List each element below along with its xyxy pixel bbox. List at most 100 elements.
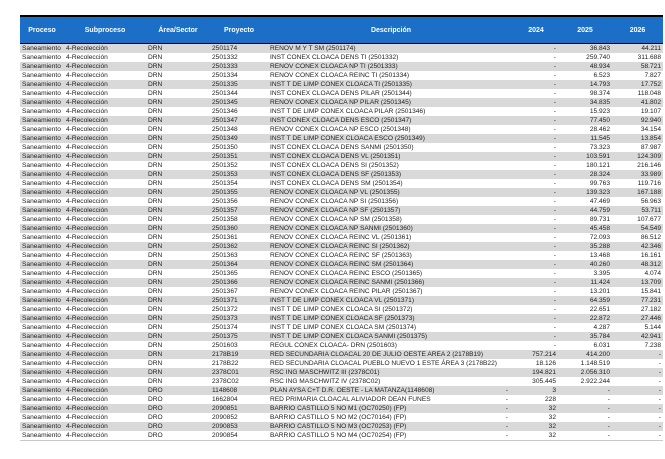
cell-proceso: Saneamiento (22, 261, 61, 268)
table-row: Saneamiento 4-Recolección DRO 2090853 BARRIO… (20, 422, 663, 431)
table-row: Saneamiento 4-Recolección DRN 2501333 RENOV … (20, 62, 663, 71)
cell-subproceso: 4-Recolección (66, 396, 108, 403)
table-row: Saneamiento 4-Recolección DRN 2501362 RENOV … (20, 242, 663, 251)
cell-2025: - (607, 387, 610, 394)
cell-2025: - (607, 396, 610, 403)
cell-2024: 32 (514, 431, 558, 441)
cell-2024: - (553, 342, 556, 349)
table-row: Saneamiento 4-Recolección DRN 2501367 RENOV … (20, 287, 663, 296)
cell-subproceso: 4-Recolección (66, 135, 108, 142)
cell-proyecto: 2501352 (212, 162, 238, 169)
table-row: Saneamiento 4-Recolección DRN 2501352 INST C… (20, 161, 663, 170)
cell-descripcion: RSC ING MASCHWITZ IV (2378C02) (270, 378, 381, 385)
cell-proceso: Saneamiento (22, 117, 61, 124)
cell-subproceso: 4-Recolección (66, 153, 108, 160)
cell-subproceso: 4-Recolección (66, 81, 108, 88)
cell-subproceso: 4-Recolección (66, 270, 108, 277)
cell-proceso: Saneamiento (22, 351, 61, 358)
cell-proceso: Saneamiento (22, 144, 61, 151)
cell-subproceso: 4-Recolección (66, 63, 108, 70)
table-row: Saneamiento 4-Recolección DRN 2378C02 RSC IN… (20, 377, 663, 386)
cell-proyecto: 2501358 (212, 216, 238, 223)
cell-2024: 757.214 (532, 351, 556, 358)
table-row: Saneamiento 4-Recolección DRN 2501363 RENOV … (20, 251, 663, 260)
cell-proyecto: 2090853 (212, 423, 238, 430)
cell-area-sector: DRN (148, 333, 163, 340)
cell-2026: - (658, 387, 661, 394)
cell-subproceso: 4-Recolección (66, 189, 108, 196)
cell-2024: - (553, 324, 556, 331)
cell-2026: 17.752 (640, 81, 661, 88)
cell-area-sector: DRN (148, 234, 163, 241)
cell-proceso: Saneamiento (22, 126, 61, 133)
cell-2024: 305.445 (532, 378, 556, 385)
cell-2025: 22.872 (589, 315, 610, 322)
cell-subproceso: 4-Recolección (66, 45, 108, 52)
cell-2026: - (658, 405, 661, 412)
cell-proyecto: 2501361 (212, 234, 238, 241)
cell-proceso: Saneamiento (22, 45, 61, 52)
cell-proyecto: 2501373 (212, 315, 238, 322)
cell-proyecto: 2501372 (212, 306, 238, 313)
cell-area-sector: DRN (148, 189, 163, 196)
cell-2024: - (553, 54, 556, 61)
cell-2026: 86.512 (640, 234, 661, 241)
cell-proceso: Saneamiento (22, 324, 61, 331)
cell-subproceso: 4-Recolección (66, 54, 108, 61)
cell-proyecto: 2178B19 (212, 351, 239, 358)
cell-proceso: Saneamiento (22, 333, 61, 340)
cell-2024: 194.821 (532, 369, 556, 376)
cell-area-sector: DRN (148, 315, 163, 322)
cell-proceso: Saneamiento (22, 180, 61, 187)
cell-2024: - (553, 261, 556, 268)
table-row: Saneamiento 4-Recolección DRN 2501603 REGUL … (20, 341, 663, 350)
cell-subproceso: 4-Recolección (66, 171, 108, 178)
cell-subproceso: 4-Recolección (66, 261, 108, 268)
cell-descripcion: INST CONEX CLOACA DENS TI (2501332) (270, 54, 399, 61)
cell-2026: 42.941 (640, 333, 661, 340)
cell-2025: 139.323 (586, 189, 610, 196)
cell-area-sector: DRN (148, 288, 163, 295)
table-row: Saneamiento 4-Recolección DRN 2501332 INST C… (20, 53, 663, 62)
cell-subproceso: 4-Recolección (66, 423, 108, 430)
cell-2025: 11.545 (590, 135, 610, 142)
table-row: Saneamiento 4-Recolección DRN 2501351 INST C… (20, 152, 663, 161)
cell-2026: 7.827 (644, 72, 661, 79)
cell-descripcion: BARRIO CASTILLO 5 NO M2 (OC70164) (FP) - (268, 413, 514, 422)
leading-dash: - (505, 405, 508, 412)
cell-area-sector: DRN (148, 90, 163, 97)
cell-2026: 5.144 (644, 324, 661, 331)
cell-2026: 48.312 (640, 261, 661, 268)
cell-subproceso: 4-Recolección (66, 216, 108, 223)
cell-2025: 414.200 (586, 351, 610, 358)
table-row: Saneamiento 4-Recolección DRN 2501372 INST T… (20, 305, 663, 314)
cell-subproceso: 4-Recolección (66, 297, 108, 304)
cell-proceso: Saneamiento (22, 306, 61, 313)
cell-proceso: Saneamiento (22, 99, 61, 106)
cell-descripcion: INST CONEX CLOACA DENS VL (2501351) (270, 153, 401, 160)
cell-2025: 14.793 (589, 81, 610, 88)
cell-2024: 32 (548, 423, 556, 430)
cell-area-sector: DRN (148, 171, 163, 178)
cell-2026: 13.709 (640, 279, 661, 286)
cell-2025: 99.763 (589, 180, 610, 187)
cell-proyecto: 2501335 (212, 81, 238, 88)
cell-area-sector: DRN (148, 126, 163, 133)
cell-area-sector: DRN (148, 144, 163, 151)
cell-descripcion: RENOV CONEX CLOACA NP SI (2501356) (270, 198, 399, 205)
cell-proceso: Saneamiento (22, 72, 61, 79)
cell-descripcion: RED SECUNDARIA CLOACAL PUEBLO NUEVO 1 ES… (270, 360, 497, 367)
cell-proyecto: 2501174 (212, 45, 238, 52)
cell-proyecto: 2501349 (212, 135, 238, 142)
cell-area-sector: DRN (148, 342, 163, 349)
cell-2026: 119.716 (637, 180, 661, 187)
col-header-subproceso: Subproceso (64, 16, 146, 44)
cell-area-sector: DRN (148, 72, 163, 79)
cell-subproceso: 4-Recolección (66, 333, 108, 340)
cell-2024: - (553, 315, 556, 322)
table-row: Saneamiento 4-Recolección DRN 2501348 RENOV … (20, 125, 663, 134)
leading-dash: - (505, 396, 508, 403)
cell-2025: 6.523 (593, 72, 610, 79)
cell-subproceso: 4-Recolección (66, 387, 108, 394)
cell-proceso: Saneamiento (22, 153, 61, 160)
